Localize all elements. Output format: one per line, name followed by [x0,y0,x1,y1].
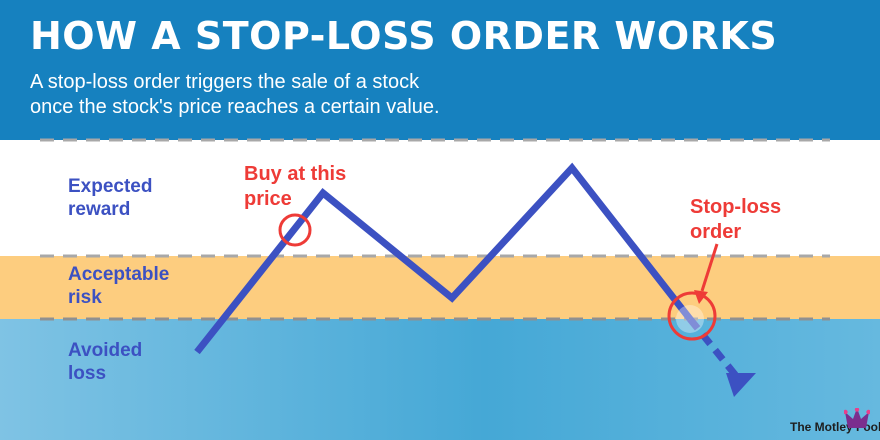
stop-loss-pointer-arrow [700,243,719,292]
expected-reward-label: Expected reward [68,175,152,221]
acceptable-risk-label: Acceptable risk [68,263,169,309]
stop-loss-callout: Stop-loss order [690,195,781,245]
stop-loss-trigger-circle [667,291,717,341]
acceptable-risk-line-2: risk [68,287,102,308]
post-trigger-dashed-path [687,316,740,380]
page-subtitle: A stop-loss order triggers the sale of a… [30,70,590,120]
avoided-loss-label: Avoided loss [68,339,142,385]
buy-callout-line-1: Buy at this [244,163,347,185]
stop-callout-line-2: order [690,221,742,243]
page-title: HOW A STOP-LOSS ORDER WORKS [30,14,778,58]
buy-price-callout: Buy at this price [244,162,346,212]
expected-reward-zone [0,140,880,256]
acceptable-risk-line-1: Acceptable [68,264,170,285]
buy-callout-line-2: price [244,188,292,210]
expected-reward-line-1: Expected [68,176,153,197]
avoided-loss-line-2: loss [68,363,107,384]
stock-price-line [194,162,693,355]
buy-point-circle [278,213,312,247]
subtitle-line-2: once the stock's price reaches a certain… [30,96,440,118]
jester-hat-icon [844,408,870,428]
expected-reward-line-2: reward [68,199,131,220]
stop-callout-line-1: Stop-loss [690,196,782,218]
avoided-loss-line-1: Avoided [68,340,143,361]
stop-loss-trigger-highlight [676,305,704,333]
header-banner: HOW A STOP-LOSS ORDER WORKS A stop-loss … [0,0,880,140]
subtitle-line-1: A stop-loss order triggers the sale of a… [30,71,420,93]
down-arrowhead-icon [726,373,756,397]
